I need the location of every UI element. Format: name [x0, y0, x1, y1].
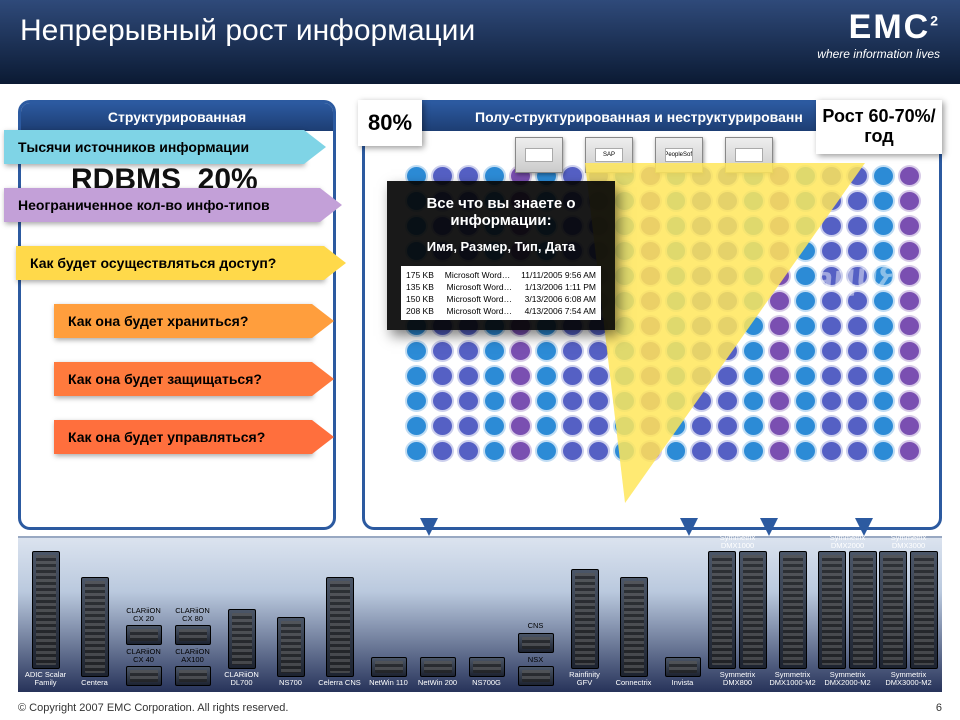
unstructured-panel: Полу-структурированная и неструктурирова…: [362, 100, 942, 530]
copyright-text: © Copyright 2007 EMC Corporation. All ri…: [18, 702, 288, 714]
metadata-callout: Все что вы знаете о информации: Имя, Раз…: [387, 181, 615, 330]
product-item: CLARiiON CX 20 CLARiiON CX 40: [120, 607, 167, 686]
information-watermark: ация: [811, 251, 901, 302]
product-item: NS700G: [463, 657, 510, 687]
product-item: NS700: [267, 617, 314, 687]
file-row: 175 KBMicrosoft Word…11/11/2005 9:56 AM: [406, 269, 596, 281]
question-arrow: Как она будет защищаться?: [54, 362, 312, 396]
product-item: NetWin 200: [414, 657, 461, 687]
down-arrow-icon: [420, 518, 438, 536]
question-arrow: Как она будет управляться?: [54, 420, 312, 454]
product-item: CNS NSX: [512, 622, 559, 686]
product-item: CLARiiON DL700: [218, 609, 265, 686]
product-item: Symmetrix DMX2000Symmetrix DMX2000-M2: [818, 534, 877, 686]
product-strip: ADIC Scalar FamilyCentera CLARiiON CX 20…: [18, 536, 942, 692]
product-item: NetWin 110: [365, 657, 412, 687]
file-row: 135 KBMicrosoft Word…1/13/2006 1:11 PM: [406, 281, 596, 293]
product-item: Connectrix: [610, 577, 657, 687]
product-item: Celerra CNS: [316, 577, 363, 687]
question-arrow: Неограниченное кол-во инфо-типов: [4, 188, 320, 222]
file-properties-list: 175 KBMicrosoft Word…11/11/2005 9:56 AM1…: [401, 266, 601, 320]
product-item: Invista: [659, 657, 706, 687]
product-item: Symmetrix DMX1000Symmetrix DMX800: [708, 534, 767, 686]
product-item: Rainfinity GFV: [561, 569, 608, 686]
product-item: Centera: [71, 577, 118, 687]
growth-badge: Рост 60-70%/год: [816, 100, 942, 154]
metadata-subtitle: Имя, Размер, Тип, Дата: [401, 239, 601, 254]
main-area: Структурированная RDBMS 20% Полу-структу…: [18, 100, 942, 530]
file-row: 208 KBMicrosoft Word…4/13/2006 7:54 AM: [406, 305, 596, 317]
question-arrow: Тысячи источников информации: [4, 130, 304, 164]
enterprise-app-icon: [515, 137, 563, 173]
product-item: ADIC Scalar Family: [22, 551, 69, 686]
file-row: 150 KBMicrosoft Word…3/13/2006 6:08 AM: [406, 293, 596, 305]
product-item: Symmetrix DMX1000-M2: [769, 551, 816, 686]
product-item: CLARiiON CX 80 CLARiiON AX100: [169, 607, 216, 686]
structured-heading: Структурированная: [21, 103, 333, 131]
product-item: Symmetrix DMX3000Symmetrix DMX3000-M2: [879, 534, 938, 686]
metadata-title: Все что вы знаете о информации:: [401, 195, 601, 229]
question-arrow: Как она будет храниться?: [54, 304, 312, 338]
question-arrows: Тысячи источников информации Неограниченн…: [4, 130, 344, 478]
emc-logo: EMC2 where information lives: [817, 10, 940, 60]
page-number: 6: [936, 702, 942, 714]
slide-header: Непрерывный рост информации EMC2 where i…: [0, 0, 960, 84]
slide-footer: © Copyright 2007 EMC Corporation. All ri…: [18, 702, 942, 714]
pct-80-badge: 80%: [358, 100, 422, 146]
down-arrow-icon: [680, 518, 698, 536]
question-arrow: Как будет осуществляться доступ?: [16, 246, 324, 280]
slide-title: Непрерывный рост информации: [20, 14, 940, 48]
